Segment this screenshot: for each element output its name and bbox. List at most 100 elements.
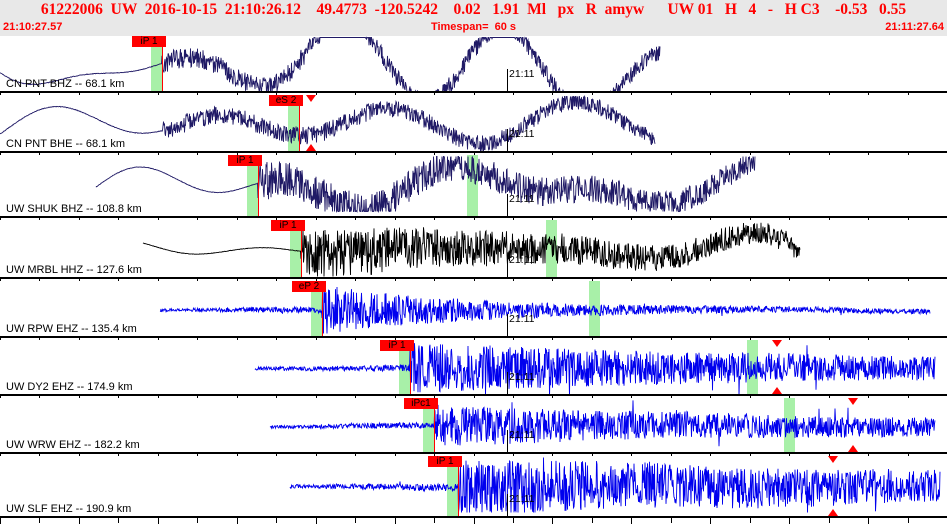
minute-tick <box>507 314 508 336</box>
window-start-time: 21:10:27.57 <box>3 21 63 33</box>
pick-uncertainty-band <box>447 456 458 516</box>
trace-panel[interactable]: iP 1 21:11 UW SLF EHZ -- 190.9 km <box>0 456 947 524</box>
panel-axis-line <box>0 151 947 153</box>
channel-distance-label: UW SHUK BHZ -- 108.8 km <box>6 203 142 215</box>
panel-axis-line <box>0 452 947 454</box>
minute-tick <box>507 69 508 91</box>
waveform-trace <box>95 156 756 214</box>
axis-tick <box>474 518 475 524</box>
pick-time-line[interactable] <box>434 398 435 452</box>
minute-time-label: 21:11 <box>509 128 535 140</box>
trace-panel[interactable]: eP 2 21:11 UW RPW EHZ -- 135.4 km <box>0 281 947 344</box>
pick-phase-label[interactable]: iP 1 <box>428 456 462 467</box>
axis-tick <box>355 518 356 523</box>
panel-axis-line <box>0 394 947 396</box>
axis-tick-row <box>0 518 947 524</box>
axis-tick <box>671 518 672 523</box>
amplitude-marker-down-icon <box>828 456 838 463</box>
waveform-trace <box>142 222 801 277</box>
minute-tick <box>507 430 508 452</box>
trace-panel[interactable]: iP 1 21:11 UW SHUK BHZ -- 108.8 km <box>0 155 947 224</box>
minute-time-label: 21:11 <box>509 313 535 325</box>
pick-time-line[interactable] <box>301 220 302 277</box>
secondary-pick-band <box>747 340 758 394</box>
minute-time-label: 21:11 <box>509 254 535 266</box>
pick-uncertainty-band <box>290 220 301 277</box>
waveform-trace <box>0 95 656 151</box>
pick-phase-label[interactable]: iP 1 <box>271 220 305 231</box>
panel-axis-line <box>0 91 947 93</box>
axis-tick <box>158 518 159 524</box>
trace-panel[interactable]: iP 1 21:11 UW MRBL HHZ -- 127.6 km <box>0 220 947 285</box>
minute-tick <box>507 194 508 216</box>
axis-tick <box>395 518 396 524</box>
panel-axis-line <box>0 216 947 218</box>
channel-distance-label: UW WRW EHZ -- 182.2 km <box>6 439 140 451</box>
waveform-trace <box>159 284 931 334</box>
pick-phase-label[interactable]: iP 1 <box>228 155 262 166</box>
axis-tick <box>197 518 198 523</box>
amplitude-marker-down-icon <box>772 340 782 347</box>
axis-tick <box>750 518 751 523</box>
minute-time-label: 21:11 <box>509 429 535 441</box>
amplitude-marker-up-icon <box>772 387 782 394</box>
panel-axis-line <box>0 277 947 279</box>
axis-tick <box>908 518 909 523</box>
axis-tick <box>237 518 238 524</box>
pick-uncertainty-band <box>288 95 299 151</box>
minute-time-label: 21:11 <box>509 493 535 505</box>
channel-distance-label: UW SLF EHZ -- 190.9 km <box>6 503 132 515</box>
amplitude-marker-down-icon <box>306 95 316 102</box>
pick-uncertainty-band <box>247 155 258 216</box>
axis-tick <box>552 518 553 524</box>
pick-phase-label[interactable]: eS 2 <box>269 95 303 106</box>
axis-tick <box>789 518 790 524</box>
channel-distance-label: UW DY2 EHZ -- 174.9 km <box>6 381 133 393</box>
axis-tick <box>710 518 711 524</box>
amplitude-marker-up-icon <box>848 445 858 452</box>
trace-panel[interactable]: iPc1 21:11 UW WRW EHZ -- 182.2 km <box>0 398 947 460</box>
timespan-label: Timespan= 60 s <box>430 21 517 33</box>
axis-tick <box>434 518 435 523</box>
axis-tick <box>0 518 1 524</box>
pick-uncertainty-band <box>399 340 410 394</box>
pick-time-line[interactable] <box>258 155 259 216</box>
axis-tick <box>79 518 80 524</box>
minute-tick <box>507 494 508 516</box>
event-summary-line: 61222006 UW 2016-10-15 21:10:26.12 49.47… <box>40 1 907 18</box>
channel-distance-label: UW RPW EHZ -- 135.4 km <box>6 323 137 335</box>
axis-tick <box>868 518 869 524</box>
panel-axis-line <box>0 336 947 338</box>
channel-distance-label: CN PNT BHZ -- 68.1 km <box>6 78 125 90</box>
pick-time-line[interactable] <box>162 36 163 91</box>
pick-phase-label[interactable]: iP 1 <box>380 340 414 351</box>
minute-time-label: 21:11 <box>509 193 535 205</box>
pick-time-line[interactable] <box>410 340 411 394</box>
axis-tick <box>631 518 632 524</box>
axis-tick <box>513 518 514 523</box>
pick-time-line[interactable] <box>322 281 323 336</box>
waveform-trace <box>289 457 941 513</box>
trace-panel[interactable]: iP 1 21:11 UW DY2 EHZ -- 174.9 km <box>0 340 947 402</box>
header-bar: 61222006 UW 2016-10-15 21:10:26.12 49.47… <box>0 0 947 36</box>
panel-axis-line <box>0 516 947 518</box>
trace-panel[interactable]: iP 1 21:11 CN PNT BHZ -- 68.1 km <box>0 36 947 99</box>
pick-time-line[interactable] <box>299 95 300 151</box>
trace-panel[interactable]: eS 2 21:11 CN PNT BHE -- 68.1 km <box>0 95 947 159</box>
pick-time-line[interactable] <box>458 456 459 516</box>
minute-tick <box>507 372 508 394</box>
pick-phase-label[interactable]: iPc1 <box>404 398 438 409</box>
secondary-pick-band <box>546 220 557 277</box>
pick-phase-label[interactable]: iP 1 <box>132 36 166 47</box>
axis-tick <box>316 518 317 524</box>
channel-distance-label: CN PNT BHE -- 68.1 km <box>6 138 125 150</box>
axis-tick <box>829 518 830 523</box>
waveform-trace <box>269 400 936 447</box>
axis-tick <box>118 518 119 523</box>
window-end-time: 21:11:27.64 <box>885 21 944 33</box>
amplitude-marker-up-icon <box>306 144 316 151</box>
amplitude-marker-down-icon <box>848 398 858 405</box>
pick-uncertainty-band <box>311 281 322 336</box>
pick-phase-label[interactable]: eP 2 <box>292 281 326 292</box>
amplitude-marker-up-icon <box>828 509 838 516</box>
